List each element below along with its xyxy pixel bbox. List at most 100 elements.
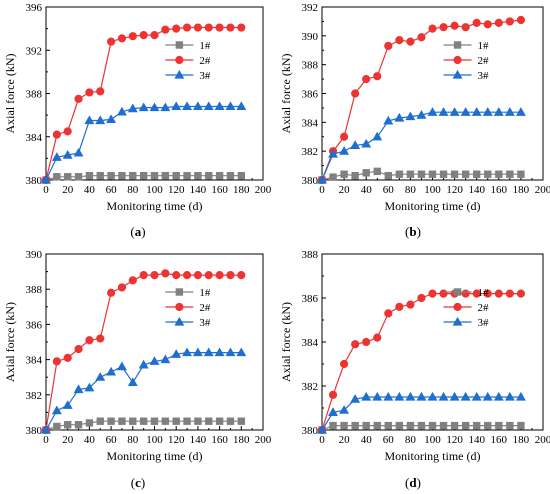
data-point xyxy=(74,421,83,429)
data-point xyxy=(116,106,127,116)
series-line xyxy=(45,272,242,431)
data-point xyxy=(53,173,61,181)
data-point xyxy=(194,171,202,180)
x-axis-title: Monitoring time (d) xyxy=(107,449,203,463)
x-axis-title: Monitoring time (d) xyxy=(385,449,481,463)
y-tick-label: 388 xyxy=(302,249,319,261)
x-tick-label: 20 xyxy=(62,184,74,196)
data-point xyxy=(52,357,61,366)
series-1# xyxy=(318,421,525,434)
data-point xyxy=(428,24,437,33)
legend-item: 2# xyxy=(165,55,211,67)
data-point xyxy=(471,391,482,401)
y-tick-label: 380 xyxy=(26,175,43,187)
data-point xyxy=(450,421,459,430)
data-point xyxy=(406,170,415,178)
x-tick-label: 200 xyxy=(535,434,550,446)
data-point xyxy=(215,171,224,180)
x-tick-label: 120 xyxy=(168,434,185,446)
data-point xyxy=(96,87,105,96)
data-point xyxy=(439,23,448,32)
data-point xyxy=(107,288,116,297)
data-point xyxy=(362,74,371,84)
data-point xyxy=(193,271,202,280)
y-tick-label: 386 xyxy=(302,293,319,305)
data-point xyxy=(516,289,526,298)
data-point xyxy=(62,150,73,159)
data-point xyxy=(361,138,372,148)
x-tick-label: 100 xyxy=(146,434,163,446)
y-tick-label: 384 xyxy=(302,337,319,349)
data-point xyxy=(182,23,192,32)
legend-item: 3# xyxy=(165,69,211,82)
x-tick-label: 40 xyxy=(361,434,373,446)
x-tick-label: 100 xyxy=(146,184,163,196)
y-tick-label: 396 xyxy=(26,2,43,14)
data-point xyxy=(428,289,437,298)
data-point xyxy=(483,20,492,29)
x-tick-label: 160 xyxy=(491,184,508,196)
legend-marker xyxy=(452,69,463,79)
data-point xyxy=(52,130,61,139)
data-point xyxy=(450,170,459,178)
x-tick-label: 20 xyxy=(339,184,351,196)
data-point xyxy=(237,23,246,32)
x-tick-label: 60 xyxy=(106,184,118,196)
data-point xyxy=(225,101,236,111)
data-point xyxy=(506,421,514,430)
x-tick-label: 120 xyxy=(168,184,185,196)
y-axis-title: Axial force (kN) xyxy=(3,54,17,134)
data-point xyxy=(395,302,404,311)
data-point xyxy=(328,390,338,399)
legend-marker xyxy=(453,41,462,49)
series-3# xyxy=(41,101,247,184)
data-point xyxy=(416,391,427,401)
x-tick-label: 160 xyxy=(491,434,508,446)
data-point xyxy=(96,417,104,425)
legend-marker xyxy=(175,41,184,49)
y-tick-label: 380 xyxy=(302,425,319,437)
data-point xyxy=(361,391,372,401)
data-point xyxy=(472,289,481,298)
data-point xyxy=(51,152,62,161)
series-3# xyxy=(317,391,526,434)
data-point xyxy=(183,417,191,425)
data-point xyxy=(515,107,526,116)
data-point xyxy=(417,293,426,303)
data-point xyxy=(372,131,383,141)
series-1# xyxy=(42,171,246,184)
data-point xyxy=(161,25,170,34)
y-tick-label: 382 xyxy=(302,381,319,393)
data-point xyxy=(205,171,213,180)
data-point xyxy=(339,405,350,414)
data-point xyxy=(51,405,62,415)
x-tick-label: 80 xyxy=(405,184,417,196)
data-point xyxy=(504,391,515,401)
data-point xyxy=(129,171,137,180)
data-point xyxy=(95,372,106,381)
data-point xyxy=(351,171,359,180)
data-point xyxy=(205,417,213,425)
x-tick-label: 180 xyxy=(513,184,530,196)
data-point xyxy=(517,170,525,178)
data-point xyxy=(384,171,393,180)
legend-marker xyxy=(453,302,462,312)
data-point xyxy=(150,171,159,180)
data-point xyxy=(172,171,180,180)
data-point xyxy=(139,31,148,40)
data-point xyxy=(395,36,404,45)
y-tick-label: 390 xyxy=(26,249,43,261)
data-point xyxy=(172,24,181,33)
x-tick-label: 60 xyxy=(383,184,395,196)
data-point xyxy=(317,174,327,184)
data-point xyxy=(161,269,170,278)
data-point xyxy=(339,146,350,155)
data-point xyxy=(416,110,427,119)
legend-item: 3# xyxy=(443,69,489,82)
panel-caption: (d) xyxy=(405,475,421,490)
data-point xyxy=(118,417,126,425)
data-point xyxy=(95,115,106,125)
data-point xyxy=(471,107,482,116)
data-point xyxy=(328,148,339,158)
data-point xyxy=(85,419,94,427)
